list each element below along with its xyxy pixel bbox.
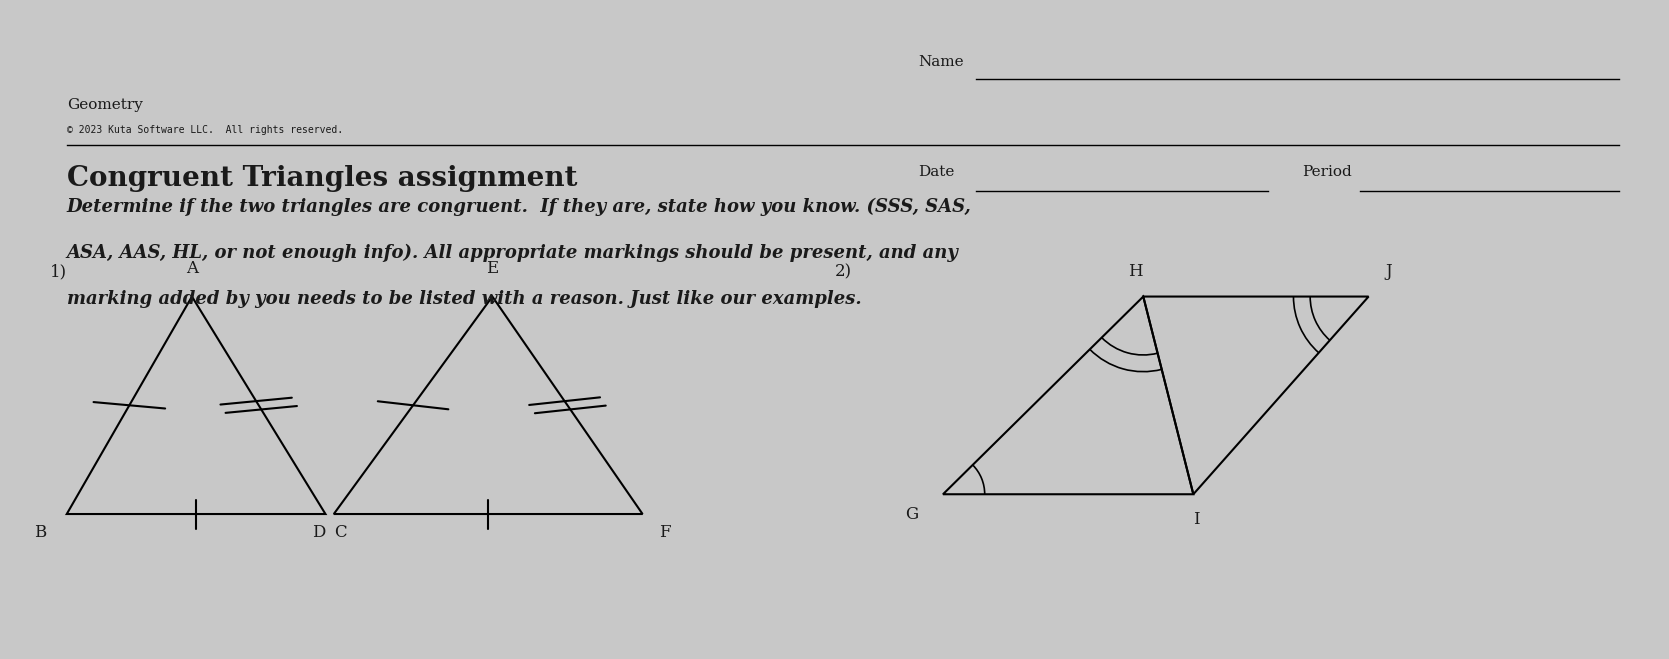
Text: D: D [312,524,325,541]
Text: H: H [1128,263,1142,280]
Text: 2): 2) [834,264,851,281]
Text: marking added by you needs to be listed with a reason. Just like our examples.: marking added by you needs to be listed … [67,290,861,308]
Text: J: J [1385,263,1392,280]
Text: 1): 1) [50,264,67,281]
Text: A: A [185,260,199,277]
Text: Determine if the two triangles are congruent.  If they are, state how you know. : Determine if the two triangles are congr… [67,198,971,216]
Text: C: C [334,524,347,541]
Text: F: F [659,524,671,541]
Text: I: I [1193,511,1200,528]
Text: E: E [486,260,499,277]
Text: G: G [905,506,918,523]
Text: B: B [35,524,47,541]
Text: Date: Date [918,165,955,179]
Text: Congruent Triangles assignment: Congruent Triangles assignment [67,165,577,192]
Text: Period: Period [1302,165,1352,179]
Text: Geometry: Geometry [67,98,142,112]
Text: Name: Name [918,55,963,69]
Text: © 2023 Kuta Software LLC.  All rights reserved.: © 2023 Kuta Software LLC. All rights res… [67,125,342,135]
Text: ASA, AAS, HL, or not enough info). All appropriate markings should be present, a: ASA, AAS, HL, or not enough info). All a… [67,244,958,262]
